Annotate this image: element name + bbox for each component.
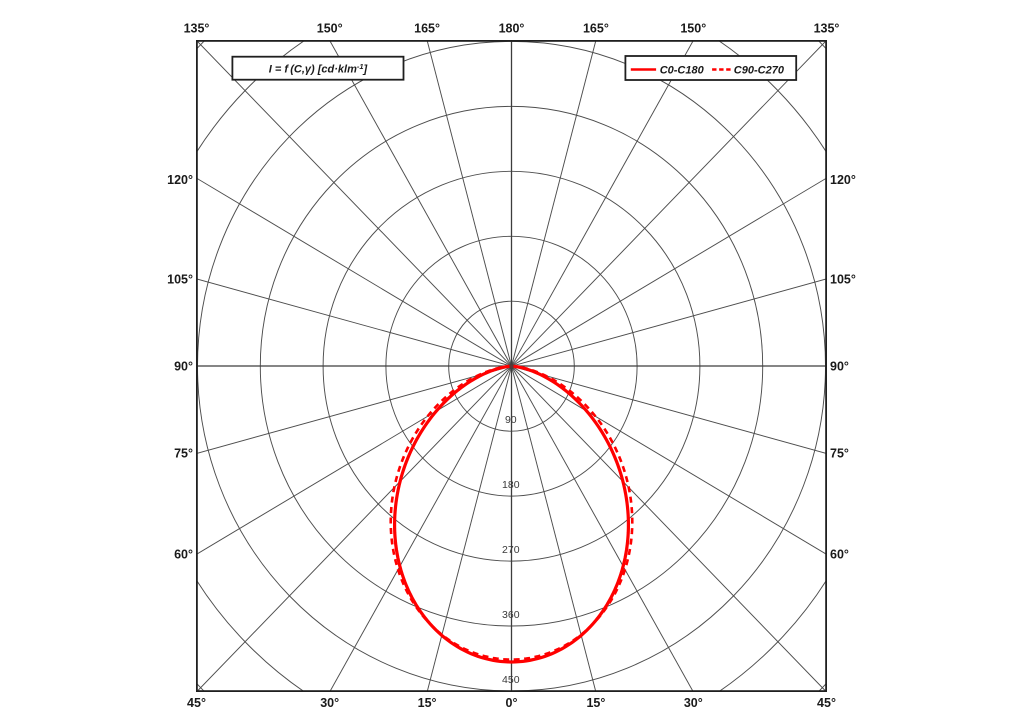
svg-text:0°: 0°	[506, 696, 518, 710]
svg-text:105°: 105°	[830, 273, 856, 287]
svg-text:180°: 180°	[499, 21, 525, 35]
svg-text:45°: 45°	[187, 696, 206, 710]
svg-text:135°: 135°	[184, 21, 210, 35]
svg-text:90°: 90°	[830, 360, 849, 374]
svg-text:120°: 120°	[167, 173, 193, 187]
svg-text:15°: 15°	[586, 696, 605, 710]
svg-text:C90-C270: C90-C270	[734, 64, 785, 76]
svg-text:C0-C180: C0-C180	[660, 64, 705, 76]
svg-text:165°: 165°	[414, 21, 440, 35]
svg-text:165°: 165°	[583, 21, 609, 35]
svg-text:90°: 90°	[174, 360, 193, 374]
svg-text:75°: 75°	[174, 447, 193, 461]
svg-text:105°: 105°	[167, 273, 193, 287]
svg-text:30°: 30°	[320, 696, 339, 710]
svg-text:150°: 150°	[680, 21, 706, 35]
svg-text:60°: 60°	[174, 548, 193, 562]
svg-text:I = f (C,γ) [cd·klm-1]: I = f (C,γ) [cd·klm-1]	[269, 62, 368, 75]
svg-text:150°: 150°	[317, 21, 343, 35]
svg-text:30°: 30°	[684, 696, 703, 710]
svg-text:45°: 45°	[817, 696, 836, 710]
svg-text:60°: 60°	[830, 548, 849, 562]
svg-text:75°: 75°	[830, 447, 849, 461]
svg-text:120°: 120°	[830, 173, 856, 187]
svg-text:15°: 15°	[418, 696, 437, 710]
svg-text:135°: 135°	[814, 21, 840, 35]
